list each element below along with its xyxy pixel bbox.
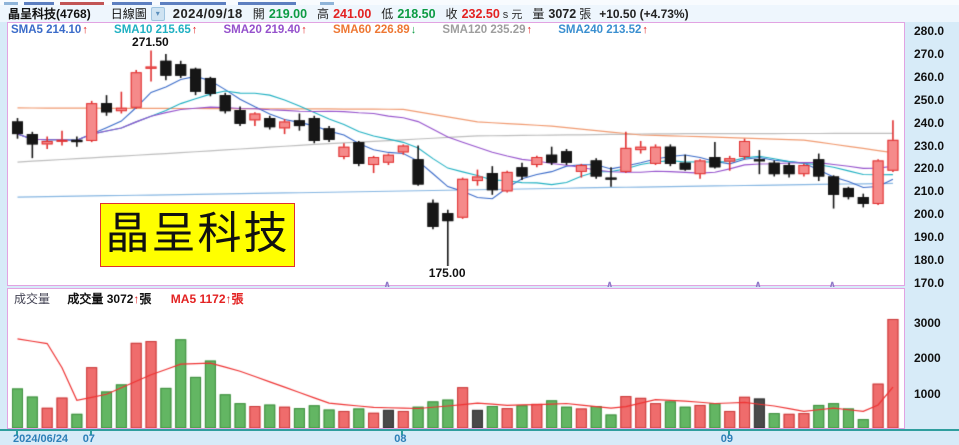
time-axis-tick <box>727 431 730 435</box>
price-axis-label: 180.0 <box>914 253 945 268</box>
close-label: 收 <box>445 7 458 21</box>
price-axis-label: 200.0 <box>914 207 945 222</box>
time-axis-label: 07 <box>82 433 95 445</box>
divider-mark: ∧ <box>828 279 836 289</box>
price-axis-label: 210.0 <box>914 184 945 199</box>
volume-ma5-readout: MA5 1172↑張 <box>170 292 244 306</box>
divider-mark: ∧ <box>383 279 391 289</box>
time-axis-tick <box>401 431 404 435</box>
price-axis-label: 270.0 <box>914 46 945 61</box>
chart-header: 晶呈科技(4768) 日線圖 ▾ 2024/09/18 開 219.00 高 2… <box>0 5 959 22</box>
volume-axis-label: 3000 <box>914 315 941 330</box>
time-axis-tick <box>89 431 92 435</box>
price-unit: s 元 <box>502 8 523 21</box>
price-axis-label: 230.0 <box>914 138 945 153</box>
volume-chart-canvas[interactable] <box>8 289 904 428</box>
price-axis-label: 240.0 <box>914 115 945 130</box>
clipped-toolbar <box>0 0 959 5</box>
sma20-legend: SMA20 219.40↑ <box>223 24 307 36</box>
price-pane: SMA5 214.10↑ SMA10 215.65↑ SMA20 219.40↑… <box>7 22 905 286</box>
volume-label: 量 <box>532 7 545 21</box>
high-value: 241.00 <box>333 6 372 21</box>
volume-axis-label: 1000 <box>914 386 941 401</box>
time-axis-label: 2024/06/24 <box>13 433 69 445</box>
time-axis: 2024/06/24 07 08 09 <box>0 429 959 445</box>
sma60-legend: SMA60 226.89↓ <box>332 24 417 36</box>
low-label: 低 <box>381 7 394 21</box>
volume-readout: 成交量 3072↑張 <box>67 292 152 306</box>
close-value: 232.50 <box>461 6 500 21</box>
open-label: 開 <box>252 7 265 21</box>
price-axis-label: 220.0 <box>914 161 945 176</box>
time-axis-label: 08 <box>394 433 407 445</box>
volume-axis-label: 2000 <box>914 351 941 366</box>
price-axis-label: 170.0 <box>914 276 945 290</box>
volume-pane-title: 成交量 <box>14 292 51 306</box>
volume-unit: 張 <box>579 7 592 21</box>
chevron-down-icon[interactable]: ▾ <box>150 6 165 21</box>
divider-mark: ∧ <box>606 279 614 289</box>
stock-name: 晶呈科技(4768) <box>8 7 91 21</box>
change-value: +10.50 (+4.73%) <box>599 6 689 21</box>
price-axis-label: 260.0 <box>914 69 945 84</box>
sma120-legend: SMA120 235.29↑ <box>442 24 533 36</box>
chart-date: 2024/09/18 <box>172 6 243 21</box>
price-axis: 280.0 270.0 260.0 250.0 240.0 230.0 220.0 210.0… <box>912 0 958 445</box>
divider-mark: ∧ <box>754 279 762 289</box>
low-annotation: 175.00 <box>427 265 467 280</box>
price-axis-label: 190.0 <box>914 230 945 245</box>
volume-legend: 成交量 成交量 3072↑張 MA5 1172↑張 <box>14 290 244 306</box>
watermark-label: 晶呈科技 <box>100 203 295 267</box>
sma-legend: SMA5 214.10↑ SMA10 215.65↑ SMA20 219.40↑… <box>11 24 671 38</box>
sma5-legend: SMA5 214.10↑ <box>11 24 88 36</box>
sma240-legend: SMA240 213.52↑ <box>558 24 648 36</box>
volume-axis: 3000 2000 1000 <box>912 0 958 445</box>
period-selector[interactable]: 日線圖 <box>110 7 147 21</box>
high-annotation: 271.50 <box>131 35 170 50</box>
time-axis-label: 09 <box>720 433 733 445</box>
sma10-legend: SMA10 215.65↑ <box>114 24 198 36</box>
volume-pane: 成交量 成交量 3072↑張 MA5 1172↑張 <box>7 288 905 429</box>
open-value: 219.00 <box>268 6 308 21</box>
volume-value: 3072 <box>548 6 577 21</box>
price-axis-label: 280.0 <box>914 24 945 38</box>
time-axis-tick <box>15 431 18 435</box>
low-value: 218.50 <box>397 6 436 21</box>
price-axis-label: 250.0 <box>914 92 945 107</box>
high-label: 高 <box>317 7 330 21</box>
